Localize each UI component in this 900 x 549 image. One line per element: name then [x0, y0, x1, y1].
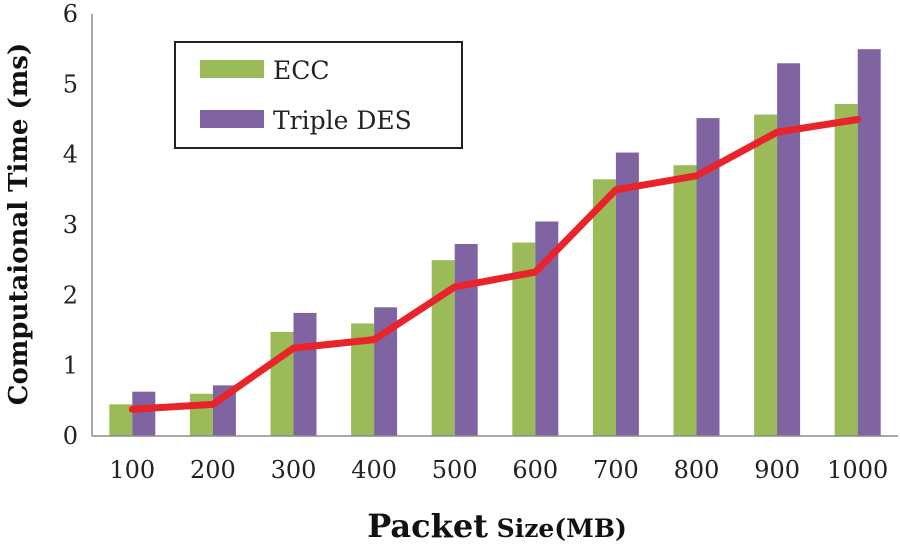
- x-axis-title: Packet Size(MB): [367, 507, 627, 545]
- ecc-bar: [512, 242, 536, 436]
- x-tick-label: 500: [432, 456, 478, 484]
- legend-swatch-triple-des: [200, 110, 264, 128]
- x-tick-label: 900: [754, 456, 800, 484]
- x-tick-label: 1000: [827, 456, 888, 484]
- y-tick-label: 1: [63, 352, 78, 380]
- ecc-bar: [592, 179, 616, 437]
- y-tick-label: 2: [63, 281, 78, 309]
- ecc-bar: [431, 260, 455, 436]
- x-axis-title-main: Packet: [367, 507, 488, 545]
- x-tick-label: 100: [109, 456, 155, 484]
- legend-swatch-ecc: [200, 60, 264, 78]
- y-tick-label: 0: [63, 422, 78, 450]
- triple-des-bar: [615, 152, 639, 436]
- legend-box: [174, 41, 463, 149]
- y-axis-title: Computaional Time (ms): [4, 43, 34, 405]
- legend: ECC Triple DES: [174, 41, 463, 149]
- ecc-bar: [754, 114, 778, 437]
- y-tick-labels: 0 1 2 3 4 5 6: [63, 0, 78, 450]
- x-tick-label: 400: [351, 456, 397, 484]
- triple-des-bars: [132, 49, 881, 437]
- y-tick-label: 4: [63, 141, 78, 169]
- triple-des-bar: [132, 391, 156, 436]
- ecc-bars: [109, 104, 858, 437]
- triple-des-bar: [777, 63, 801, 436]
- ecc-bar: [109, 404, 133, 436]
- trend-line: [128, 116, 862, 413]
- triple-des-bar: [535, 221, 559, 436]
- triple-des-bar: [293, 312, 317, 436]
- x-tick-label: 600: [512, 456, 558, 484]
- ecc-bar: [834, 104, 858, 436]
- legend-label-ecc: ECC: [273, 56, 330, 85]
- x-tick-label: 300: [271, 456, 317, 484]
- legend-entry-triple-des: Triple DES: [200, 106, 412, 135]
- y-tick-label: 5: [63, 70, 78, 98]
- y-tick-label: 3: [63, 211, 78, 239]
- ecc-bar: [673, 165, 697, 436]
- y-tick-label: 6: [63, 0, 78, 28]
- x-axis-title-suffix: Size(MB): [488, 514, 627, 543]
- x-tick-labels: 100 200 300 400 500 600 700 800 900 1000: [109, 456, 888, 484]
- ecc-bar: [351, 323, 375, 436]
- x-tick-label: 800: [674, 456, 720, 484]
- triple-des-bar: [454, 243, 478, 436]
- x-tick-label: 200: [190, 456, 236, 484]
- ecc-bar: [189, 393, 213, 436]
- legend-entry-ecc: ECC: [200, 56, 330, 85]
- legend-label-triple-des: Triple DES: [273, 106, 412, 135]
- triple-des-bar: [696, 118, 720, 437]
- x-tick-label: 700: [593, 456, 639, 484]
- triple-des-bar: [857, 49, 881, 437]
